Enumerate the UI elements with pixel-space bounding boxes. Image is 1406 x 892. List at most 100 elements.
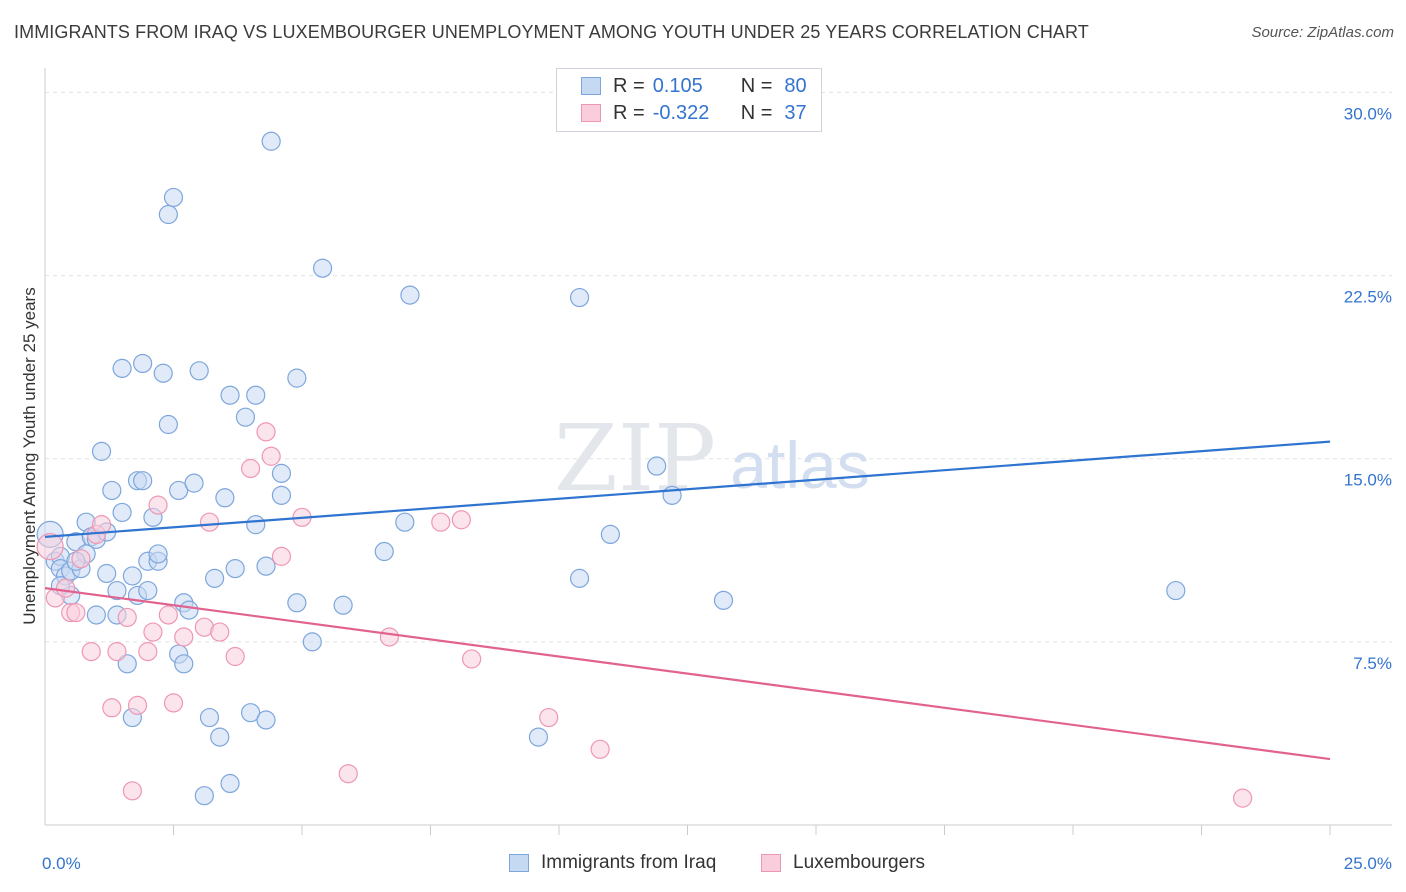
point-luxembourgers: [66, 602, 86, 623]
chart-title: IMMIGRANTS FROM IRAQ VS LUXEMBOURGER UNE…: [14, 22, 1089, 42]
legend-r-value: 0.105: [652, 74, 703, 97]
point-luxembourgers: [1233, 788, 1253, 808]
point-luxembourgers: [174, 627, 194, 647]
point-iraq: [199, 707, 220, 728]
point-luxembourgers: [143, 622, 163, 642]
point-luxembourgers: [107, 642, 127, 662]
point-luxembourgers: [102, 698, 122, 718]
point-iraq: [133, 471, 153, 491]
point-iraq: [271, 463, 292, 483]
point-iraq: [107, 580, 127, 601]
point-iraq: [169, 480, 189, 501]
point-iraq: [241, 703, 261, 723]
point-iraq: [97, 563, 117, 584]
point-luxembourgers: [338, 764, 358, 784]
series-legend-iraq[interactable]: Immigrants from Iraq: [509, 852, 716, 874]
point-iraq: [215, 488, 235, 508]
point-iraq: [246, 515, 266, 535]
watermark-zip: ZIP: [554, 405, 716, 512]
point-iraq: [210, 727, 230, 747]
point-luxembourgers: [81, 642, 101, 662]
point-luxembourgers: [261, 446, 281, 466]
point-luxembourgers: [271, 546, 292, 566]
point-iraq: [225, 558, 245, 579]
point-iraq: [163, 187, 184, 208]
legend-r-label: R =: [613, 101, 645, 124]
point-iraq: [184, 473, 204, 493]
point-luxembourgers: [91, 515, 112, 535]
y-tick-label: 7.5%: [1353, 654, 1392, 673]
point-iraq: [174, 654, 194, 674]
y-tick-label: 22.5%: [1344, 288, 1392, 307]
point-iraq: [600, 524, 621, 545]
point-luxembourgers: [199, 512, 220, 532]
point-iraq: [220, 773, 240, 794]
y-tick-label: 15.0%: [1344, 471, 1392, 490]
point-iraq: [256, 556, 276, 576]
point-iraq: [395, 512, 415, 532]
legend-r-value: -0.322: [652, 101, 710, 124]
point-iraq: [713, 590, 734, 610]
legend-swatch-iraq: [581, 77, 601, 95]
point-luxembourgers: [122, 781, 142, 801]
legend-r-label: R =: [613, 74, 645, 97]
point-iraq: [287, 368, 307, 388]
point-iraq: [302, 632, 322, 652]
series-legend-luxembourgers[interactable]: Luxembourgers: [761, 852, 925, 874]
series-label-iraq: Immigrants from Iraq: [541, 852, 717, 873]
point-iraq: [158, 204, 178, 225]
point-iraq: [569, 287, 590, 308]
point-luxembourgers: [431, 512, 451, 532]
point-iraq: [271, 485, 292, 505]
point-luxembourgers: [241, 458, 261, 479]
point-iraq: [1166, 580, 1186, 601]
point-iraq: [261, 131, 281, 151]
point-iraq: [235, 407, 256, 427]
point-iraq: [256, 710, 276, 730]
tick-label-layer: 7.5% 15.0% 22.5% 30.0% 0.0% 25.0%: [42, 104, 1392, 873]
series-swatch-luxembourgers: [761, 854, 781, 872]
point-iraq: [153, 363, 173, 383]
point-iraq: [189, 361, 209, 381]
legend-row-iraq: R = 0.105 N = 80: [581, 74, 807, 98]
point-iraq: [179, 600, 199, 620]
point-iraq: [86, 605, 107, 625]
point-iraq: [400, 285, 420, 305]
series-legend: Immigrants from Iraq Luxembourgers: [0, 852, 1406, 878]
point-luxembourgers: [462, 649, 482, 669]
point-luxembourgers: [225, 646, 245, 667]
point-luxembourgers: [127, 695, 148, 715]
point-luxembourgers: [539, 707, 559, 728]
point-luxembourgers: [158, 605, 178, 625]
point-iraq: [158, 414, 178, 435]
point-iraq: [333, 595, 353, 615]
point-iraq: [647, 456, 667, 476]
series-swatch-iraq: [509, 854, 529, 872]
point-iraq: [374, 541, 394, 562]
regression-line-iraq: [44, 440, 1331, 538]
regression-line-luxembourgers: [44, 587, 1331, 761]
point-iraq: [194, 786, 214, 806]
point-luxembourgers: [71, 549, 91, 569]
point-iraq: [246, 385, 266, 405]
point-luxembourgers: [138, 642, 158, 662]
point-iraq: [528, 727, 549, 747]
point-luxembourgers: [148, 495, 168, 515]
point-iraq: [569, 568, 590, 588]
point-iraq: [112, 502, 132, 523]
legend-n-label: N =: [740, 74, 773, 97]
point-luxembourgers: [55, 578, 76, 598]
legend-n-label: N =: [740, 101, 773, 124]
series-label-luxembourgers: Luxembourgers: [793, 852, 926, 873]
point-iraq: [133, 353, 153, 374]
point-luxembourgers: [117, 607, 137, 628]
point-iraq: [91, 441, 112, 461]
point-iraq: [312, 258, 333, 278]
y-tick-label: 30.0%: [1344, 104, 1392, 123]
correlation-legend: R = 0.105 N = 80 R = -0.322 N = 37: [556, 68, 822, 132]
point-luxembourgers: [163, 693, 184, 713]
source-label: Source: ZipAtlas.com: [1251, 24, 1394, 41]
point-iraq: [205, 568, 225, 588]
point-iraq: [112, 358, 132, 378]
